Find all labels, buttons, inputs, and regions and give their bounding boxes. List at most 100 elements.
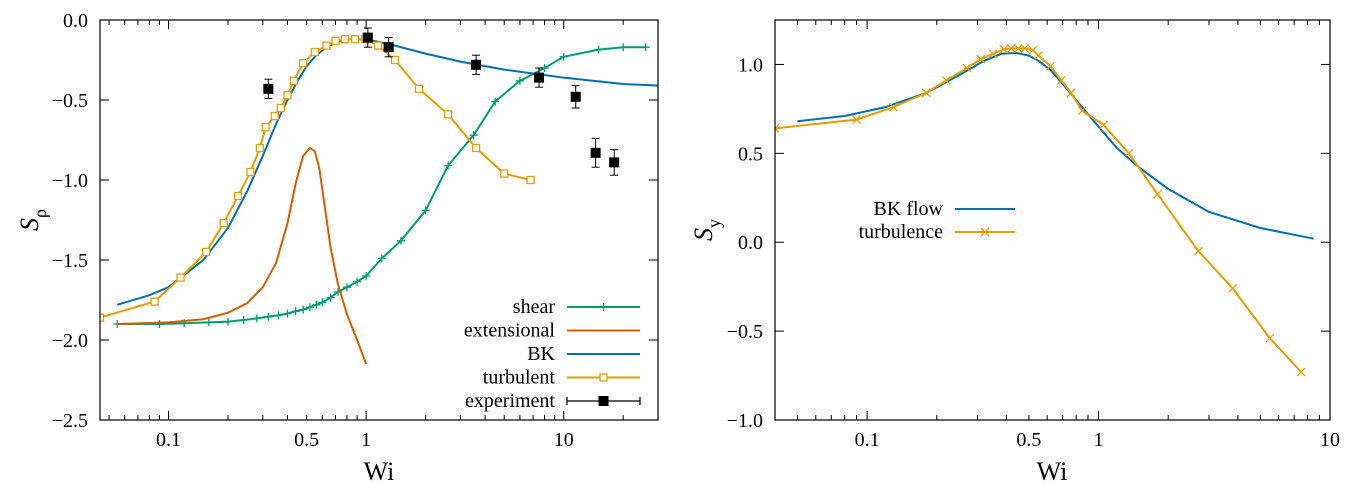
chart-1-ytick-label: −2.5 bbox=[52, 410, 88, 432]
chart-1-series-shear bbox=[113, 43, 650, 328]
chart-2-ytick-label: −1.0 bbox=[727, 410, 763, 432]
chart-2-point-turbulence bbox=[976, 54, 986, 64]
chart-1-legend-label: turbulent bbox=[483, 367, 556, 389]
chart-2-point-turbulence bbox=[1265, 333, 1275, 343]
chart-2-point-turbulence bbox=[1099, 120, 1108, 130]
chart-1-ylabel-sub: ρ bbox=[30, 209, 50, 218]
chart-2-series bbox=[775, 43, 1314, 377]
chart-2-point-turbulence bbox=[988, 49, 998, 59]
chart-1-point-turbulent bbox=[276, 103, 285, 113]
chart-1-legend-label: BK bbox=[527, 343, 555, 365]
chart-1-point-shear bbox=[421, 206, 430, 215]
chart-1-point-shear bbox=[469, 131, 478, 140]
chart-1-line-extensional bbox=[117, 146, 368, 365]
chart-1-point-shear bbox=[155, 320, 164, 328]
chart-1-point-shear bbox=[299, 305, 308, 314]
chart-1-line-turbulent bbox=[100, 38, 531, 319]
chart-1-point-shear bbox=[239, 316, 248, 324]
chart-1-point-shear bbox=[559, 52, 568, 61]
chart-1-point-shear bbox=[594, 45, 603, 54]
chart-1-experiment-point bbox=[383, 42, 394, 53]
chart-1-experiment-point bbox=[609, 157, 620, 168]
chart-1-point-turbulent bbox=[261, 123, 270, 132]
chart-1-point-shear bbox=[204, 318, 213, 327]
chart-1-point-shear bbox=[326, 293, 335, 302]
chart-1-experiment-point bbox=[362, 32, 373, 43]
chart-1-legend-label: shear bbox=[513, 296, 556, 318]
chart-1-point-turbulent bbox=[176, 273, 185, 282]
chart-1-point-turbulent bbox=[390, 55, 400, 65]
chart-1-series-experiment bbox=[263, 27, 620, 176]
chart-1-experiment-point bbox=[570, 91, 581, 102]
chart-2-point-turbulence bbox=[941, 75, 951, 85]
chart-1-point-turbulent bbox=[443, 110, 453, 119]
chart-1-legend-marker bbox=[598, 396, 609, 406]
chart-1-ylabel-main: S bbox=[15, 218, 44, 231]
chart-1-experiment-point bbox=[263, 83, 274, 94]
chart-1-legend-marker bbox=[599, 303, 608, 311]
chart-1-point-shear bbox=[491, 97, 500, 106]
chart-1-point-shear bbox=[318, 298, 327, 307]
chart-2-point-turbulence bbox=[999, 44, 1009, 54]
chart-1-point-turbulent bbox=[201, 247, 211, 257]
chart-1-series-turbulent bbox=[100, 35, 535, 322]
chart-2-point-turbulence bbox=[852, 115, 861, 125]
chart-1-series-BK bbox=[116, 38, 658, 306]
chart-1-ytick-label: −0.5 bbox=[52, 90, 88, 112]
chart-2-ylabel-main: S bbox=[689, 228, 718, 241]
chart-1-point-shear bbox=[515, 76, 524, 85]
chart-1-xtick-label: 10 bbox=[554, 429, 574, 451]
chart-1-series bbox=[100, 27, 658, 365]
chart-2-line-turbulence bbox=[775, 47, 1302, 373]
chart-1-point-turbulent bbox=[270, 111, 279, 121]
chart-2-xtick-label: 0.5 bbox=[1016, 429, 1041, 451]
chart-1: 0.1 0.5 1 10−2.5−2.0−1.5−1.0−0.50.0 shearex… bbox=[15, 10, 659, 485]
chart-2-xtick-label: 10 bbox=[1320, 429, 1340, 451]
chart-2-point-turbulence bbox=[1193, 246, 1203, 256]
chart-1-xtick-label: 0.1 bbox=[156, 429, 181, 451]
chart-1-point-shear bbox=[306, 303, 315, 312]
chart-2-point-turbulence bbox=[1020, 43, 1030, 53]
chart-2-ytick-label: 0.0 bbox=[738, 232, 763, 254]
chart-1-point-turbulent bbox=[373, 41, 383, 50]
chart-2-point-turbulence bbox=[1296, 367, 1306, 377]
chart-2-point-turbulence bbox=[1006, 43, 1016, 53]
chart-1-point-shear bbox=[274, 311, 283, 320]
chart-1-frame bbox=[99, 19, 659, 421]
chart-1-point-turbulent bbox=[322, 41, 331, 50]
chart-1-point-turbulent bbox=[219, 219, 228, 228]
chart-2-point-turbulence bbox=[1228, 283, 1238, 293]
chart-1-point-shear bbox=[252, 314, 261, 323]
chart-2-point-turbulence bbox=[1124, 148, 1134, 158]
chart-1-point-shear bbox=[342, 283, 351, 292]
chart-1-point-shear bbox=[224, 317, 233, 326]
chart-1-point-shear bbox=[377, 254, 386, 263]
chart-1-xtick-label: 1 bbox=[361, 429, 371, 451]
chart-2-point-turbulence bbox=[1034, 51, 1043, 61]
chart-1-point-turbulent bbox=[283, 91, 292, 100]
chart-1-ytick-label: −1.0 bbox=[52, 170, 88, 192]
chart-2-point-turbulence bbox=[1077, 106, 1087, 116]
chart-1-experiment-point bbox=[590, 147, 601, 158]
chart-1-legend-marker bbox=[599, 373, 608, 382]
chart-1-point-shear bbox=[396, 236, 405, 245]
chart-1-ytick-label: −1.5 bbox=[52, 250, 88, 272]
chart-1-line-shear bbox=[117, 46, 646, 325]
chart-1-point-turbulent bbox=[289, 76, 298, 85]
chart-1-experiment-point bbox=[471, 59, 482, 70]
chart-2-legend-marker bbox=[980, 227, 990, 237]
chart-1-point-turbulent bbox=[100, 313, 105, 322]
chart-1-point-turbulent bbox=[331, 36, 340, 45]
chart-1-point-shear bbox=[312, 300, 321, 309]
chart-1-point-turbulent bbox=[150, 297, 159, 306]
chart-1-point-turbulent bbox=[526, 175, 535, 185]
chart-1-point-shear bbox=[264, 312, 273, 321]
chart-1-point-shear bbox=[291, 307, 300, 316]
chart-1-point-shear bbox=[619, 43, 628, 52]
chart-2-ticks: 0.1 0.5 1 10 −1.0 −0.5 0.0 0.5 1.0 bbox=[727, 20, 1340, 451]
chart-1-point-turbulent bbox=[246, 167, 255, 177]
chart-1-point-turbulent bbox=[233, 191, 243, 201]
chart-1-legend-label: experiment bbox=[465, 390, 555, 412]
